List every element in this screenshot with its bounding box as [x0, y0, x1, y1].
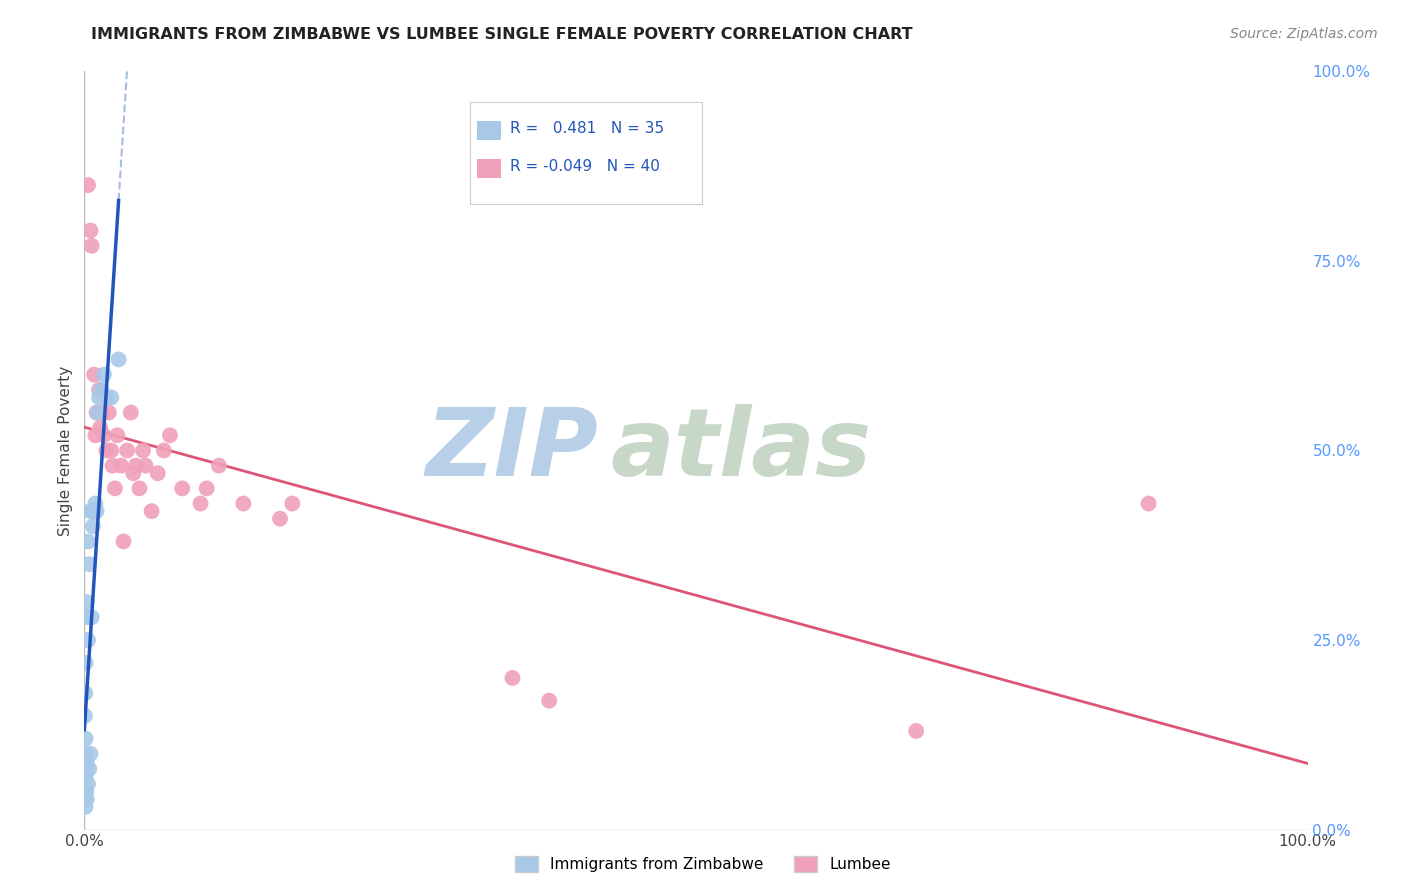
Point [75, 762, 97, 776]
Point [77, 557, 100, 572]
Point [100, 443, 122, 458]
Point [502, 671, 524, 685]
Bar [477, 159, 502, 178]
Point [77, 178, 100, 193]
Point [1137, 496, 1160, 510]
Legend: Immigrants from Zimbabwe, Lumbee: Immigrants from Zimbabwe, Lumbee [508, 848, 898, 880]
Point [269, 512, 291, 526]
Point [195, 482, 218, 496]
Text: Source: ZipAtlas.com: Source: ZipAtlas.com [1230, 27, 1378, 41]
Point [75, 656, 97, 670]
Point [93, 368, 115, 382]
Text: IMMIGRANTS FROM ZIMBABWE VS LUMBEE SINGLE FEMALE POVERTY CORRELATION CHART: IMMIGRANTS FROM ZIMBABWE VS LUMBEE SINGL… [91, 27, 912, 42]
Point [112, 534, 135, 549]
Point [79, 747, 101, 761]
Point [132, 443, 155, 458]
Point [75, 686, 97, 700]
Point [83, 504, 105, 518]
Point [146, 467, 169, 481]
Point [75, 769, 97, 784]
Point [110, 458, 132, 473]
Point [96, 391, 118, 405]
Point [80, 610, 103, 624]
Point [75, 731, 97, 746]
Point [115, 443, 138, 458]
Point [82, 519, 104, 533]
Point [84, 428, 107, 442]
Point [159, 428, 181, 442]
Point [75, 800, 97, 814]
Point [141, 504, 163, 518]
Point [107, 352, 129, 367]
Point [91, 405, 114, 420]
Point [96, 443, 118, 458]
Point [80, 504, 103, 518]
Point [73, 785, 96, 799]
Point [87, 405, 110, 420]
Point [101, 458, 124, 473]
Text: R = -0.049   N = 40: R = -0.049 N = 40 [510, 160, 659, 175]
Point [97, 405, 120, 420]
Point [76, 755, 98, 769]
Point [905, 724, 928, 739]
Point [100, 391, 122, 405]
Point [75, 792, 97, 806]
Point [79, 504, 101, 518]
Point [84, 496, 107, 510]
Point [77, 534, 100, 549]
Point [73, 708, 96, 723]
Point [90, 383, 112, 397]
Y-axis label: Single Female Poverty: Single Female Poverty [58, 366, 73, 535]
Point [281, 496, 304, 510]
Point [105, 428, 128, 442]
Point [79, 223, 101, 237]
Point [87, 391, 110, 405]
Point [77, 633, 100, 648]
Point [75, 610, 97, 624]
Point [208, 458, 231, 473]
Point [83, 368, 105, 382]
Point [120, 405, 142, 420]
Text: ZIP: ZIP [425, 404, 598, 497]
Point [190, 496, 212, 510]
Point [125, 458, 148, 473]
Point [86, 504, 108, 518]
Bar [470, 102, 702, 204]
Point [135, 458, 157, 473]
Point [77, 777, 100, 791]
Point [87, 383, 110, 397]
Point [73, 747, 96, 761]
Point [86, 405, 108, 420]
Point [232, 496, 254, 510]
Point [89, 421, 111, 435]
Point [172, 482, 194, 496]
Point [77, 762, 100, 776]
Bar [477, 120, 502, 140]
Point [128, 482, 150, 496]
Point [76, 595, 98, 609]
Point [538, 694, 561, 708]
Text: atlas: atlas [610, 404, 872, 497]
Point [153, 443, 176, 458]
Text: R =   0.481   N = 35: R = 0.481 N = 35 [510, 121, 664, 136]
Point [80, 238, 103, 253]
Point [122, 467, 145, 481]
Point [76, 792, 98, 806]
Point [93, 428, 115, 442]
Point [104, 482, 127, 496]
Point [75, 785, 97, 799]
